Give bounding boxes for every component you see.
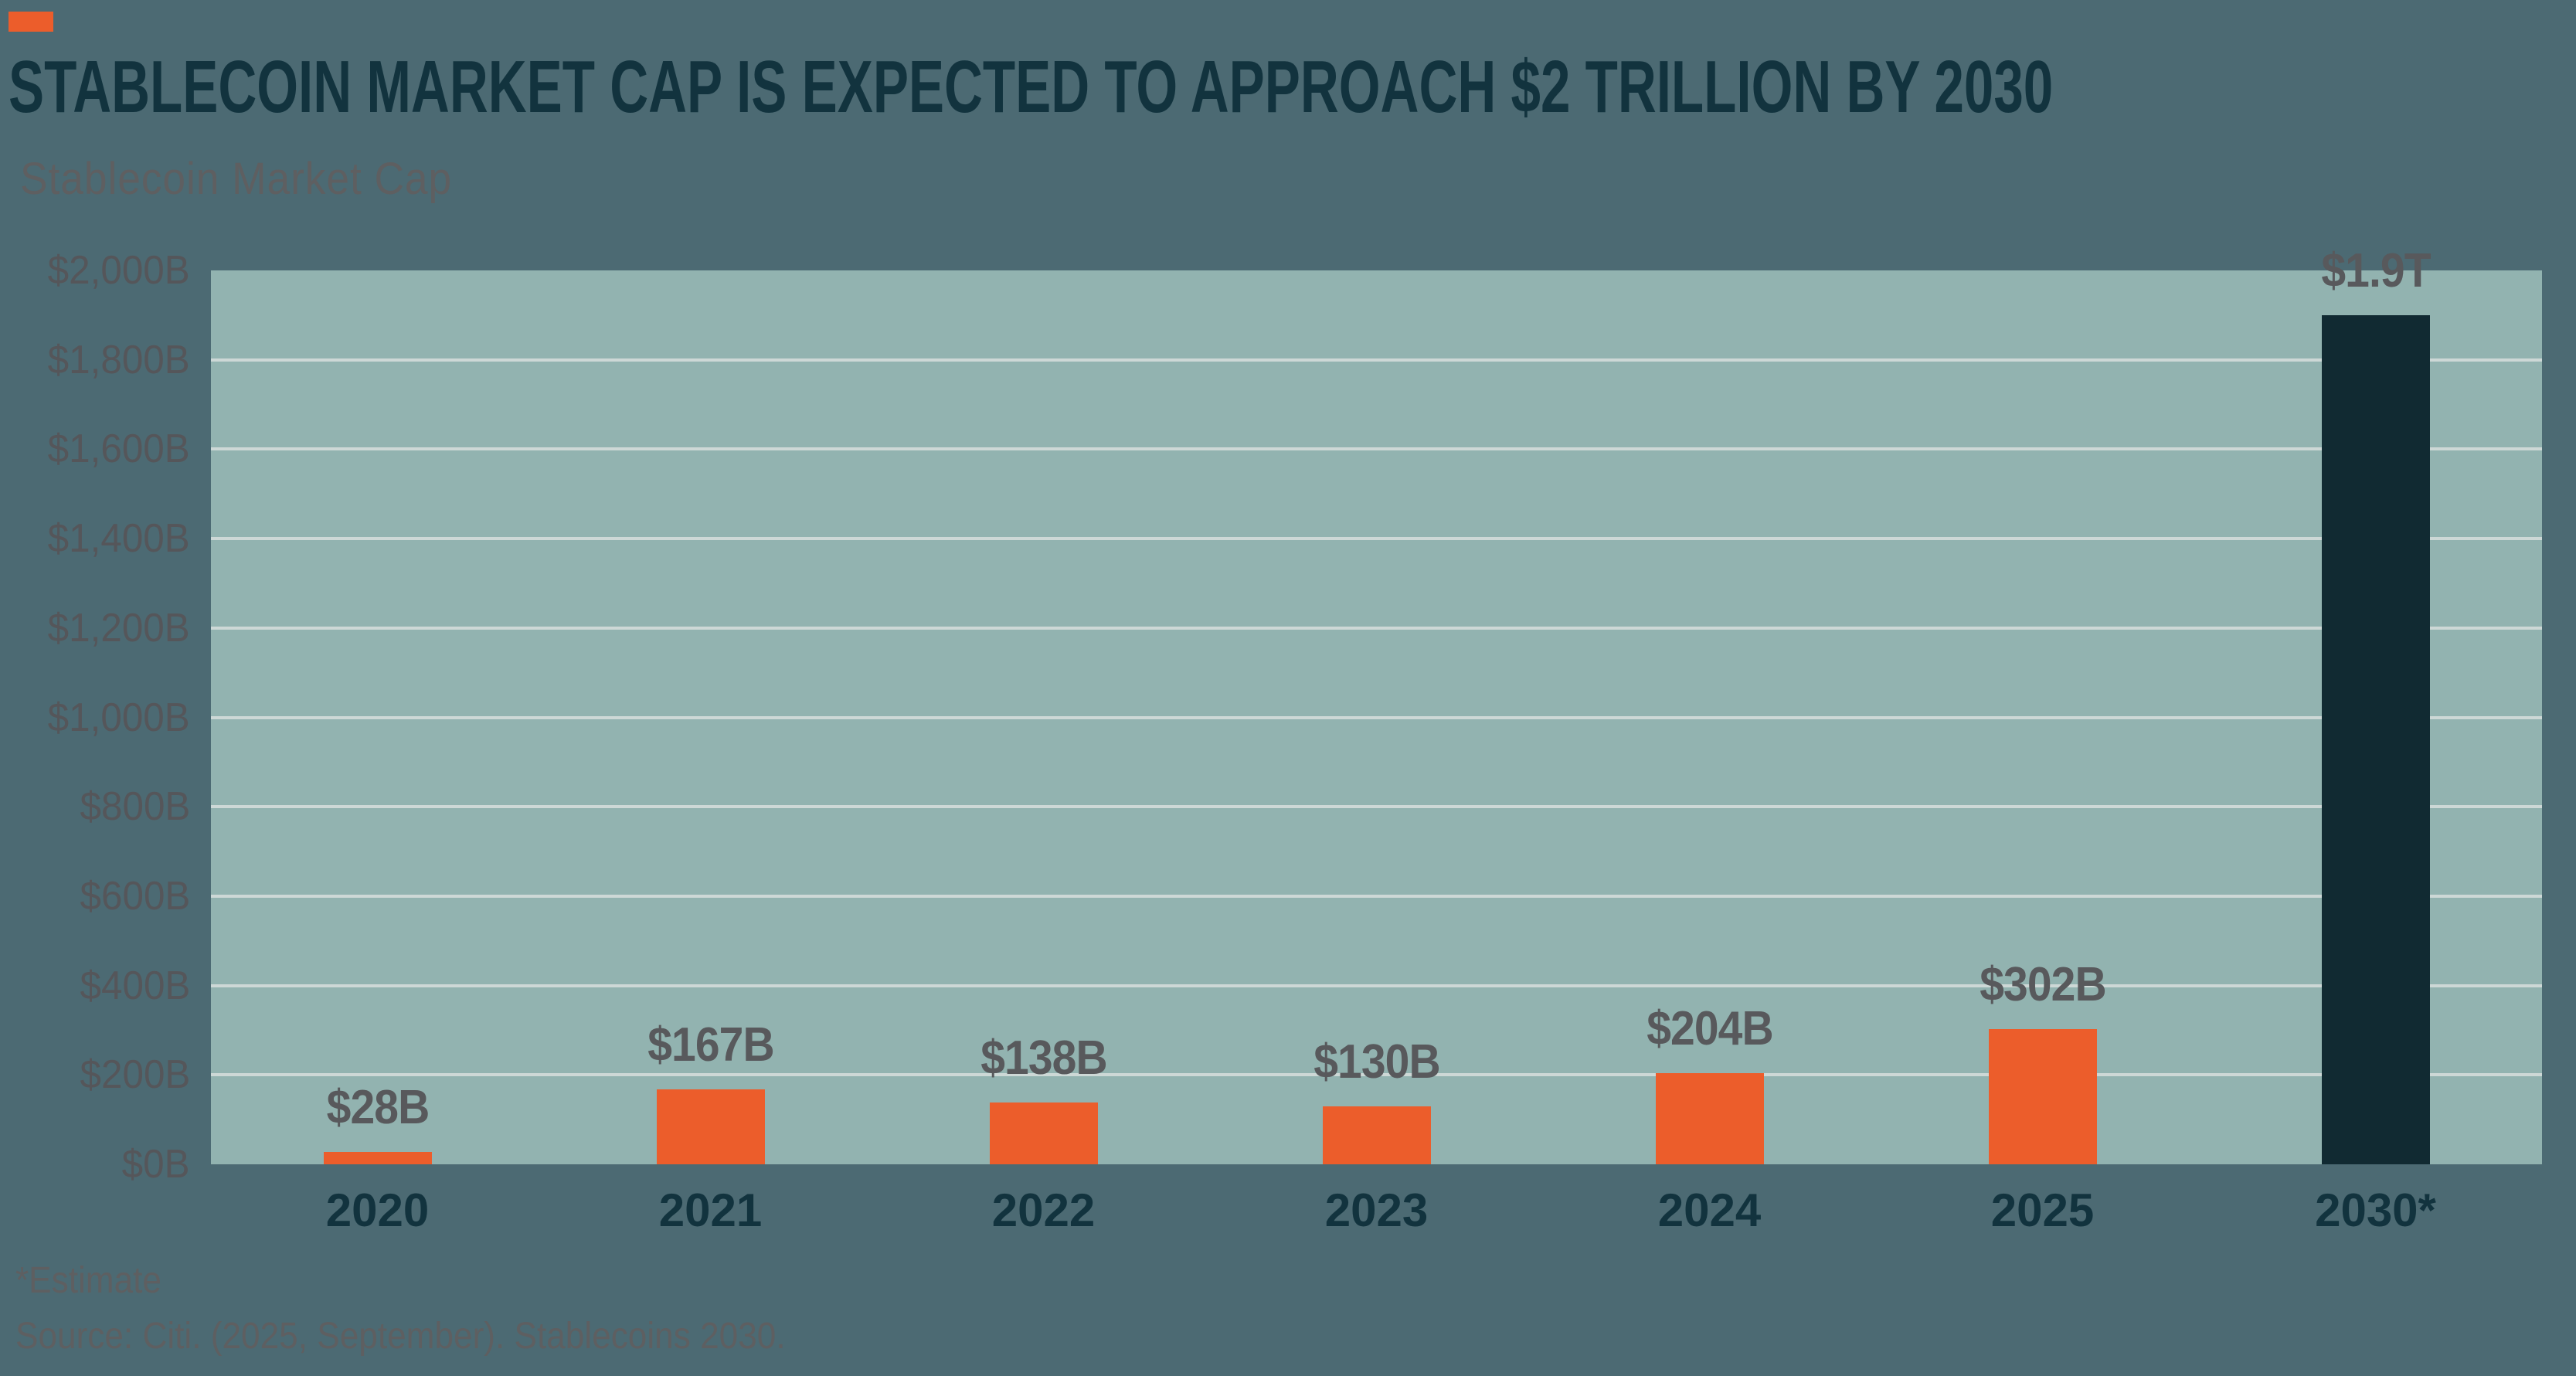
gridline (211, 1073, 2542, 1077)
x-axis-tick-label: 2021 (658, 1184, 763, 1236)
y-axis-tick-label: $1,400B (47, 516, 190, 562)
bar-slot-2021: $167B (544, 270, 877, 1164)
y-axis-tick-label: $600B (80, 873, 190, 919)
page-title: STABLECOIN MARKET CAP IS EXPECTED TO APP… (8, 46, 2054, 128)
x-axis-tick-label: 2022 (991, 1184, 1096, 1236)
bar-value-label: $302B (1979, 958, 2106, 1012)
x-axis-tick-label: 2023 (1324, 1184, 1429, 1236)
y-axis: $0B $200B $400B $600B $800B $1,000B $1,200B $1,… (0, 248, 190, 1187)
x-axis-tick-label: 2030* (2315, 1184, 2436, 1236)
gridline (211, 805, 2542, 809)
bar-2025 (1988, 1029, 2097, 1164)
bar-2022 (989, 1102, 1098, 1164)
gridline (211, 537, 2542, 541)
y-axis-tick-label: $400B (80, 963, 190, 1008)
bar-2020 (323, 1151, 432, 1164)
bar-2023 (1322, 1106, 1431, 1164)
source-citation: Source: Citi. (2025, September). Stablec… (15, 1316, 786, 1357)
bar-value-label: $28B (326, 1080, 430, 1134)
x-axis: 2020 2021 2022 2023 2024 2025 2030* (211, 1184, 2542, 1237)
bar-value-label: $1.9T (2320, 243, 2431, 297)
gridline (211, 984, 2542, 987)
bar-series: $28B $167B $138B $130B $204B $302B $1.9T (211, 244, 2542, 1164)
y-axis-tick-label: $200B (80, 1052, 190, 1098)
y-axis-tick-label: $800B (80, 784, 190, 830)
y-axis-tick-label: $2,000B (47, 248, 190, 293)
bar-value-label: $130B (1313, 1035, 1440, 1089)
bar-slot-2030: $1.9T (2209, 244, 2542, 1164)
x-axis-tick-label: 2025 (1990, 1184, 2095, 1236)
bar-2024 (1655, 1073, 1764, 1164)
gridline (211, 358, 2542, 362)
bar-slot-2022: $138B (877, 270, 1210, 1164)
bar-2030 (2321, 314, 2430, 1164)
y-axis-tick-label: $1,000B (47, 695, 190, 740)
bar-value-label: $138B (980, 1031, 1107, 1086)
y-axis-tick-label: $0B (122, 1142, 190, 1187)
y-axis-tick-label: $1,600B (47, 426, 190, 472)
y-axis-tick-label: $1,200B (47, 605, 190, 651)
x-axis-tick-label: 2024 (1657, 1184, 1762, 1236)
gridline (211, 715, 2542, 719)
bar-2021 (656, 1089, 765, 1164)
x-axis-tick-label: 2020 (325, 1184, 430, 1236)
y-axis-tick-label: $1,800B (47, 337, 190, 382)
bar-slot-2025: $302B (1876, 270, 2209, 1164)
bar-slot-2024: $204B (1543, 270, 1876, 1164)
gridline (211, 447, 2542, 451)
gridline (211, 626, 2542, 630)
bar-slot-2020: $28B (211, 270, 544, 1164)
bar-value-label: $167B (647, 1018, 774, 1072)
bar-value-label: $204B (1646, 1002, 1773, 1055)
chart-subtitle: Stablecoin Market Cap (20, 154, 453, 204)
gridline (211, 894, 2542, 898)
estimate-footnote: *Estimate (15, 1260, 161, 1301)
brand-accent-rect (8, 12, 53, 32)
plot-area: $28B $167B $138B $130B $204B $302B $1.9T (211, 244, 2542, 1164)
bar-slot-2023: $130B (1210, 270, 1543, 1164)
